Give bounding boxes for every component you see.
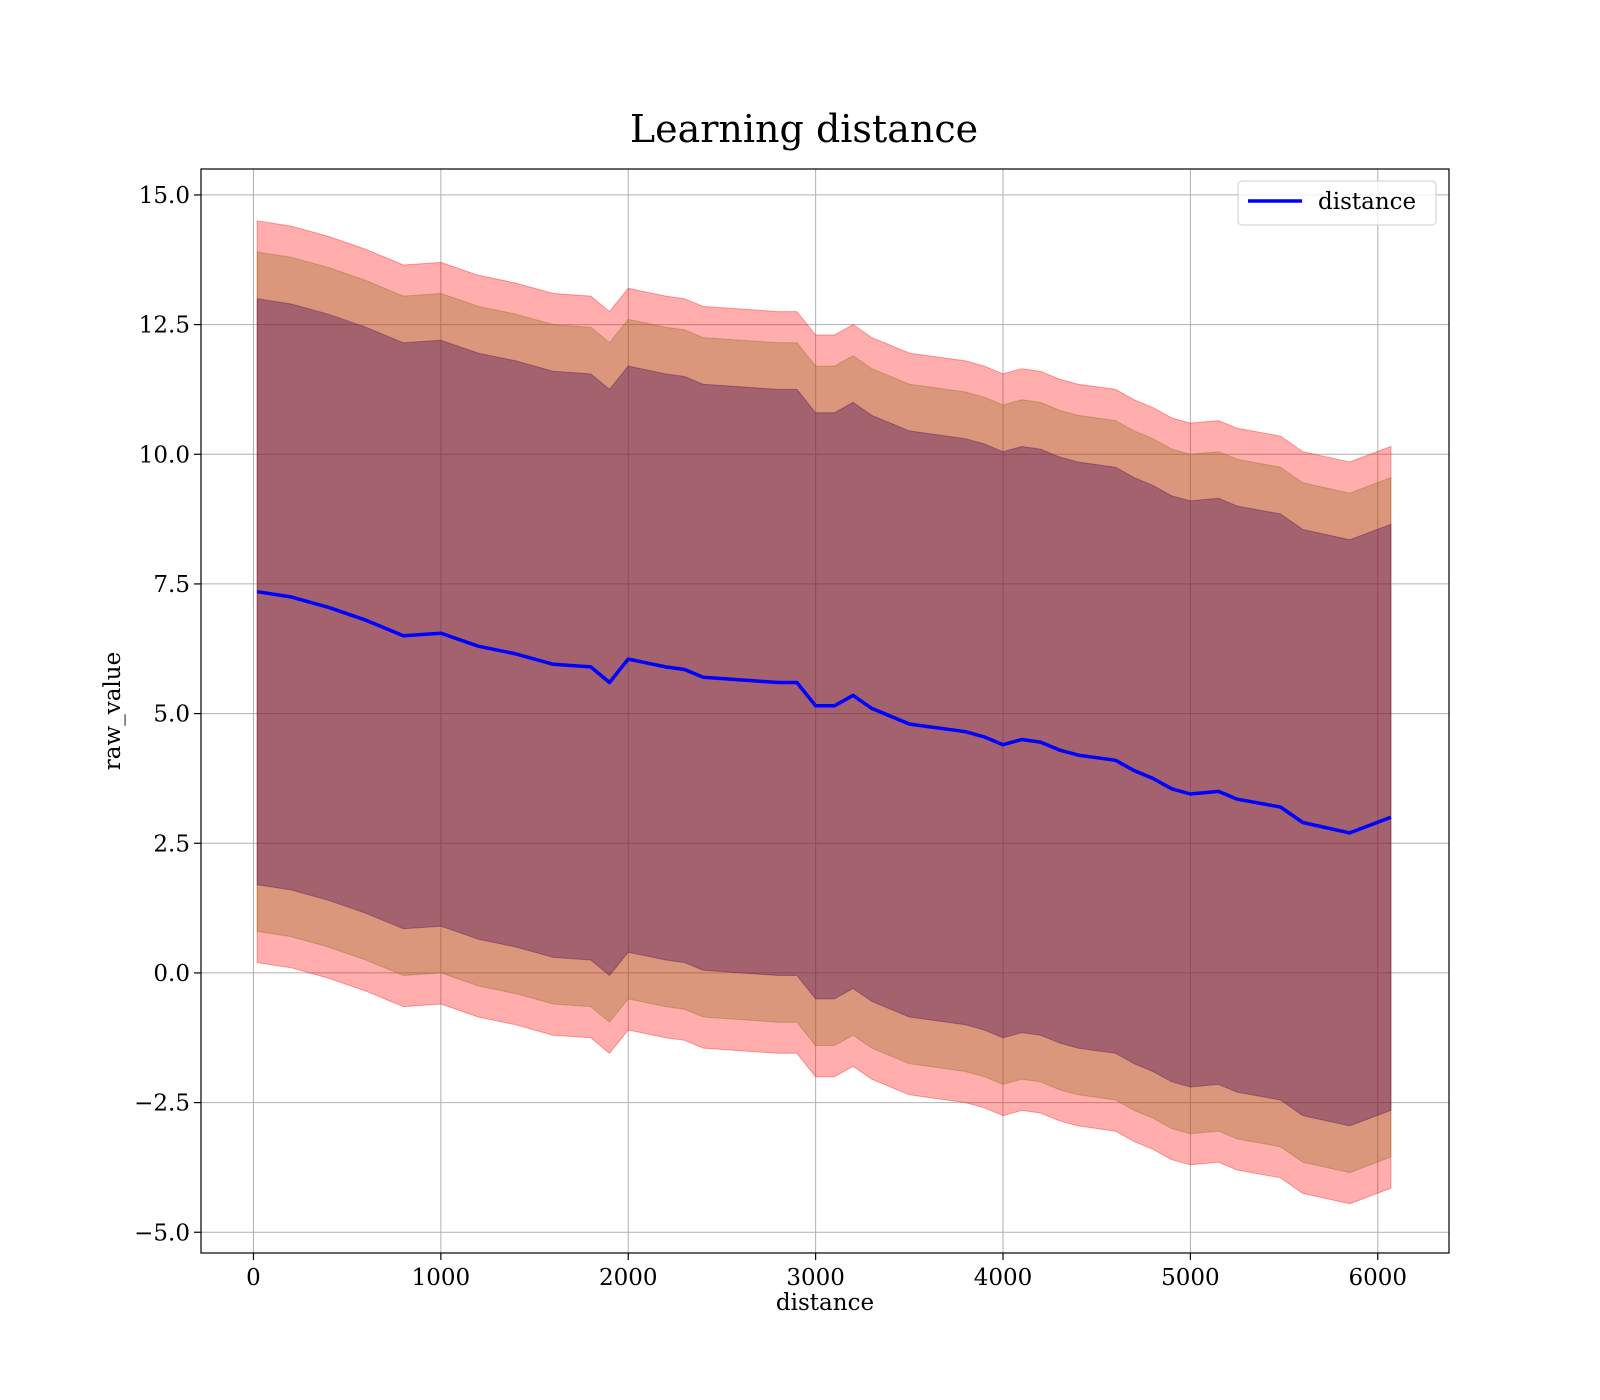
y-tick-label: 15.0: [139, 183, 190, 209]
y-tick-label: −5.0: [134, 1220, 190, 1246]
y-tick-label: 2.5: [153, 831, 190, 857]
plot-frame: [200, 168, 1450, 1254]
series-lines: [256, 589, 1392, 835]
y-tick-label: −2.5: [134, 1091, 190, 1117]
chart-title: Learning distance: [630, 107, 978, 151]
x-tick-label: 2000: [599, 1265, 658, 1291]
x-tick-label: 0: [246, 1265, 261, 1291]
x-tick-label: 5000: [1161, 1265, 1220, 1291]
y-axis-ticks: −5.0 −2.5 0.0 2.5 5.0 7.5 10.0 12.5 15.0: [134, 183, 201, 1246]
y-tick-label: 12.5: [139, 313, 190, 339]
plot-area: [201, 169, 1449, 1253]
y-tick-label: 5.0: [153, 702, 190, 728]
y-tick-label: 0.0: [153, 961, 190, 987]
x-tick-label: 6000: [1349, 1265, 1408, 1291]
x-axis-label: distance: [776, 1290, 874, 1316]
band-sigma-1: [256, 298, 1392, 1127]
y-tick-label: 7.5: [153, 572, 190, 598]
x-axis-ticks: 0 1000 2000 3000 4000 5000 6000: [246, 1253, 1407, 1291]
x-tick-label: 3000: [786, 1265, 845, 1291]
band-sigma-2: [256, 251, 1392, 1174]
band-sigma-3: [256, 220, 1392, 1205]
legend-box: [1237, 180, 1437, 226]
x-tick-label: 1000: [412, 1265, 471, 1291]
x-tick-label: 4000: [974, 1265, 1033, 1291]
series-line-distance: [256, 589, 1392, 835]
legend: distance: [1237, 180, 1437, 226]
confidence-bands: [256, 220, 1392, 1205]
y-axis-label: raw_value: [100, 652, 126, 770]
y-tick-label: 10.0: [139, 442, 190, 468]
legend-label-distance: distance: [1318, 189, 1416, 215]
